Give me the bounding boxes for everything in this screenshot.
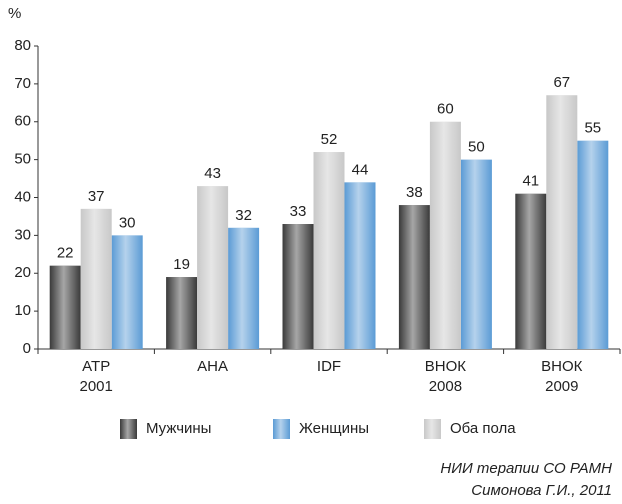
bar-shine (111, 235, 143, 349)
value-label: 44 (352, 161, 369, 178)
y-tick-label: 80 (14, 37, 31, 54)
x-tick-label: IDF (317, 358, 341, 375)
legend-label: Оба пола (450, 420, 516, 437)
bar-shine (49, 265, 81, 349)
value-label: 37 (88, 188, 105, 205)
y-tick-label: 40 (14, 188, 31, 205)
value-label: 52 (321, 131, 338, 148)
bar-shine (344, 182, 376, 349)
source: Симонова Г.И., 2011 (471, 482, 612, 499)
value-label: 33 (290, 203, 307, 220)
legend-label: Мужчины (146, 420, 211, 437)
bar-shine (166, 277, 198, 349)
bar-shine (429, 121, 461, 349)
x-tick-label: AHA (197, 358, 228, 375)
bar-shine (546, 95, 578, 349)
source: НИИ терапии СО РАМН (440, 460, 612, 477)
y-tick-label: 10 (14, 302, 31, 319)
bar-shine (228, 227, 260, 349)
bar-shine (197, 186, 229, 349)
value-label: 67 (553, 74, 570, 91)
value-label: 22 (57, 245, 74, 262)
value-label: 30 (119, 214, 136, 231)
value-label: 32 (235, 207, 252, 224)
bar-shine (398, 205, 430, 349)
bar-shine (577, 140, 609, 349)
y-tick-label: 70 (14, 75, 31, 92)
y-tick-label: 30 (14, 226, 31, 243)
value-label: 19 (173, 256, 190, 273)
value-label: 55 (584, 120, 601, 137)
y-tick-label: 60 (14, 113, 31, 130)
value-label: 50 (468, 139, 485, 156)
value-label: 60 (437, 101, 454, 118)
legend-label: Женщины (299, 420, 369, 437)
value-label: 38 (406, 184, 423, 201)
bar-shine (313, 152, 345, 349)
bar-shine (282, 224, 314, 349)
y-tick-label: 50 (14, 151, 31, 168)
y-tick-label: 20 (14, 264, 31, 281)
legend-shine (273, 419, 290, 439)
y-axis-label: % (8, 5, 21, 22)
bar-shine (80, 208, 112, 349)
legend-shine (424, 419, 441, 439)
value-label: 41 (522, 173, 539, 190)
x-tick-label: ВНОК 2008 (425, 358, 467, 395)
bar-shine (460, 159, 492, 349)
bar-shine (515, 193, 547, 349)
legend-shine (120, 419, 137, 439)
y-tick-label: 0 (23, 340, 31, 357)
x-tick-label: ВНОК 2009 (541, 358, 583, 395)
x-tick-label: ATP 2001 (80, 358, 113, 395)
value-label: 43 (204, 165, 221, 182)
